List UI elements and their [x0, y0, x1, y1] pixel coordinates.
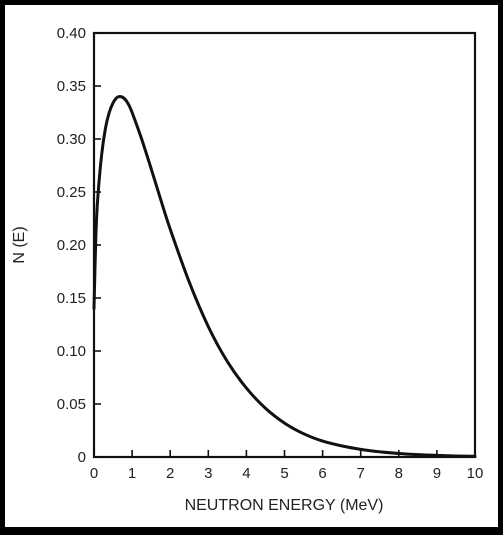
x-tick-label: 5: [280, 465, 288, 482]
y-tick-label: 0.25: [57, 184, 86, 201]
y-tick-label: 0.20: [57, 237, 86, 254]
y-tick-label: 0.40: [57, 25, 86, 42]
chart-background: [5, 5, 498, 527]
x-tick-label: 8: [395, 465, 403, 482]
x-tick-label: 1: [128, 465, 136, 482]
y-tick-label: 0.05: [57, 396, 86, 413]
y-tick-label: 0.30: [57, 131, 86, 148]
x-tick-label: 10: [467, 465, 484, 482]
x-tick-label: 0: [90, 465, 98, 482]
y-tick-label: 0: [78, 449, 86, 466]
x-axis-label: NEUTRON ENERGY (MeV): [185, 497, 384, 514]
y-tick-label: 0.15: [57, 290, 86, 307]
series-line: [92, 95, 477, 458]
y-tick-label: 0.10: [57, 343, 86, 360]
y-axis-ticks: 0 0.05 0.10 0.15 0.20 0.25 0.30 0.35 0.40: [57, 25, 101, 466]
x-tick-label: 9: [433, 465, 441, 482]
y-tick-label: 0.35: [57, 78, 86, 95]
x-tick-label: 2: [166, 465, 174, 482]
y-axis-label: N (E): [11, 226, 28, 263]
x-tick-label: 4: [242, 465, 250, 482]
x-tick-label: 7: [357, 465, 365, 482]
x-tick-label: 6: [318, 465, 326, 482]
x-tick-label: 3: [204, 465, 212, 482]
x-axis-ticks: 0 1 2 3 4 5 6 7 8 9 10: [90, 450, 484, 482]
